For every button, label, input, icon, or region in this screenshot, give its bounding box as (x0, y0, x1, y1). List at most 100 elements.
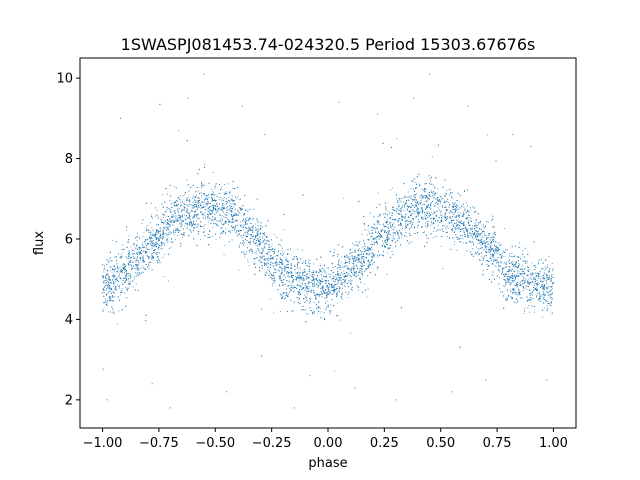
data-point (372, 249, 374, 251)
data-point (378, 221, 380, 223)
data-point (182, 234, 184, 236)
data-point (297, 268, 299, 269)
data-point (312, 270, 314, 272)
data-point (152, 217, 154, 219)
data-point (316, 309, 318, 311)
data-point (467, 223, 469, 225)
data-point (518, 294, 520, 296)
data-point (445, 192, 447, 194)
data-point (252, 241, 254, 243)
data-point (210, 194, 212, 196)
data-point (490, 245, 492, 247)
data-point (334, 249, 335, 251)
data-point (141, 241, 143, 243)
data-point (366, 234, 368, 236)
data-point (281, 260, 283, 262)
data-point (399, 222, 401, 224)
data-point (384, 230, 386, 232)
data-point (417, 222, 419, 224)
data-point (174, 228, 176, 230)
data-point (136, 268, 138, 270)
data-point (245, 228, 247, 229)
data-point (214, 222, 216, 224)
data-point (512, 288, 513, 290)
data-point (152, 233, 153, 235)
data-point (539, 297, 541, 299)
data-point (409, 241, 411, 243)
data-point (200, 203, 201, 205)
data-point (403, 197, 405, 199)
data-point (417, 227, 419, 228)
data-point (427, 210, 429, 212)
data-point (265, 241, 267, 243)
data-point (233, 214, 235, 216)
data-point (230, 209, 232, 211)
data-point (374, 229, 376, 231)
data-point (219, 209, 221, 211)
data-point (139, 252, 141, 254)
data-point (201, 201, 203, 202)
data-point (543, 307, 545, 309)
data-point (382, 243, 384, 245)
data-point (444, 195, 446, 197)
data-point (330, 283, 332, 285)
data-point (522, 283, 524, 285)
data-point (454, 240, 456, 242)
data-point (386, 273, 388, 275)
data-point (528, 305, 530, 306)
data-point (415, 199, 417, 201)
data-point (421, 226, 423, 228)
data-point (330, 304, 332, 306)
data-point (462, 238, 464, 240)
data-point (191, 223, 193, 225)
data-point (521, 297, 523, 299)
data-point (309, 286, 311, 288)
data-point (110, 311, 111, 313)
data-point (269, 257, 271, 259)
data-point (496, 253, 498, 255)
data-point (185, 210, 187, 212)
data-point (273, 277, 275, 279)
data-point (145, 229, 147, 230)
data-point (150, 214, 152, 216)
data-point (120, 294, 121, 296)
data-point (325, 272, 327, 274)
data-point (339, 286, 341, 288)
data-point (525, 288, 527, 290)
data-point (390, 226, 392, 228)
data-point (239, 198, 241, 200)
data-point (343, 285, 345, 287)
data-point (288, 281, 290, 283)
data-point (143, 261, 145, 263)
data-point (433, 237, 435, 238)
data-point (361, 233, 363, 235)
data-point (299, 277, 301, 278)
data-point (212, 193, 214, 195)
data-point (487, 246, 489, 248)
data-point (186, 199, 188, 201)
data-point (274, 275, 276, 277)
data-point (164, 211, 166, 213)
data-point (449, 189, 450, 190)
data-point (104, 298, 106, 300)
data-point (377, 232, 379, 234)
data-point (367, 261, 369, 263)
data-point (173, 185, 175, 187)
data-point (109, 282, 111, 283)
data-point (392, 187, 394, 189)
data-point (162, 217, 164, 219)
data-point (432, 185, 434, 186)
data-point (386, 236, 387, 238)
data-point (183, 234, 185, 236)
data-point (490, 239, 492, 241)
data-point (206, 209, 208, 211)
data-point (232, 199, 234, 201)
data-point (150, 202, 152, 204)
data-point (238, 269, 240, 271)
data-point (239, 212, 241, 214)
data-point (549, 278, 551, 280)
data-point (256, 218, 258, 219)
data-point (378, 231, 380, 232)
data-point (437, 188, 439, 190)
